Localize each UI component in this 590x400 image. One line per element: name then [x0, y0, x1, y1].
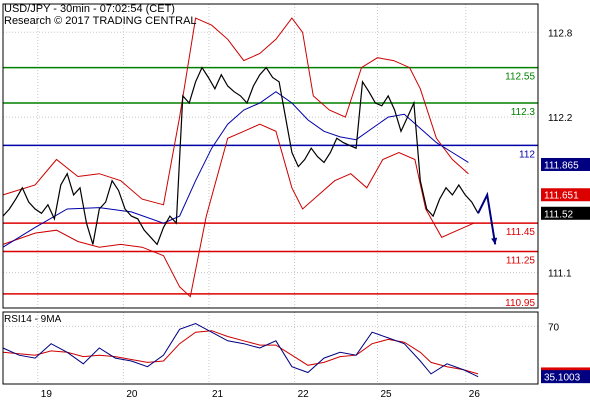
rsi-ma-line	[2, 330, 479, 375]
price-tag-bg-0	[541, 157, 590, 171]
moving-average-line	[2, 91, 469, 248]
price-tick-label-2: 111.1	[548, 269, 572, 280]
level-lines: 112.55 112.3 112 111.45 111.25 110.95	[3, 66, 538, 309]
rsi-line	[2, 322, 479, 378]
price-panel-frame	[2, 3, 539, 309]
level-label-0: 112.55	[505, 72, 535, 83]
x-tick-label-4: 25	[381, 389, 393, 400]
rsi-tick-label-0: 70	[548, 322, 560, 333]
level-label-4: 111.25	[506, 255, 536, 266]
price-tag-label-2: 111.52	[544, 209, 574, 220]
forecast-arrow-head	[491, 237, 498, 245]
price-tag-label-1: 111.651	[544, 191, 579, 202]
chart-subtitle: Research © 2017 TRADING CENTRAL	[4, 15, 197, 27]
rsi-panel-frame	[2, 311, 539, 385]
price-tick-label-1: 112.2	[548, 113, 573, 124]
x-tick-label-5: 26	[469, 389, 481, 400]
chart-title: USD/JPY - 30min - 07:02:54 (CET)	[4, 3, 175, 15]
bollinger-upper-line	[2, 17, 469, 206]
price-tag-bg-1	[541, 188, 590, 202]
level-label-5: 110.95	[505, 298, 535, 309]
level-label-1: 112.3	[511, 107, 536, 118]
price-series-group	[2, 17, 498, 298]
rsi-tag-label-1: 35.1003	[544, 373, 581, 384]
level-label-2: 112	[519, 149, 535, 160]
price-tag-label-0: 111.865	[544, 160, 579, 171]
grid	[3, 4, 538, 384]
price-tag-bg-2	[541, 206, 590, 220]
rsi-panel	[2, 322, 479, 378]
x-tick-label-2: 21	[212, 389, 224, 400]
axes: 112.8 112.2 111.1 19 20 21 22 25 26 70	[2, 3, 573, 400]
rsi-tag-bg-1	[541, 370, 590, 384]
bollinger-lower-line	[2, 123, 475, 298]
price-line	[2, 66, 479, 246]
x-tick-label-3: 22	[298, 389, 310, 400]
price-tick-label-0: 112.8	[548, 28, 573, 39]
level-label-3: 111.45	[506, 227, 536, 238]
rsi-label: RSI14 - 9MA	[4, 314, 62, 325]
x-tick-label-0: 19	[41, 389, 53, 400]
forecast-arrow-line	[477, 191, 497, 245]
x-tick-label-1: 20	[126, 389, 138, 400]
